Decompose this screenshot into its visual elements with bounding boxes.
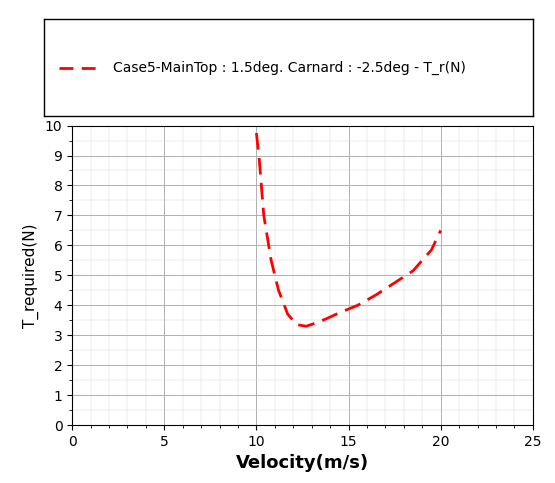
Y-axis label: T_required(N): T_required(N) <box>23 223 39 327</box>
Text: Case5-MainTop : 1.5deg. Carnard : -2.5deg - T_r(N): Case5-MainTop : 1.5deg. Carnard : -2.5de… <box>113 60 466 75</box>
X-axis label: Velocity(m/s): Velocity(m/s) <box>236 455 369 472</box>
